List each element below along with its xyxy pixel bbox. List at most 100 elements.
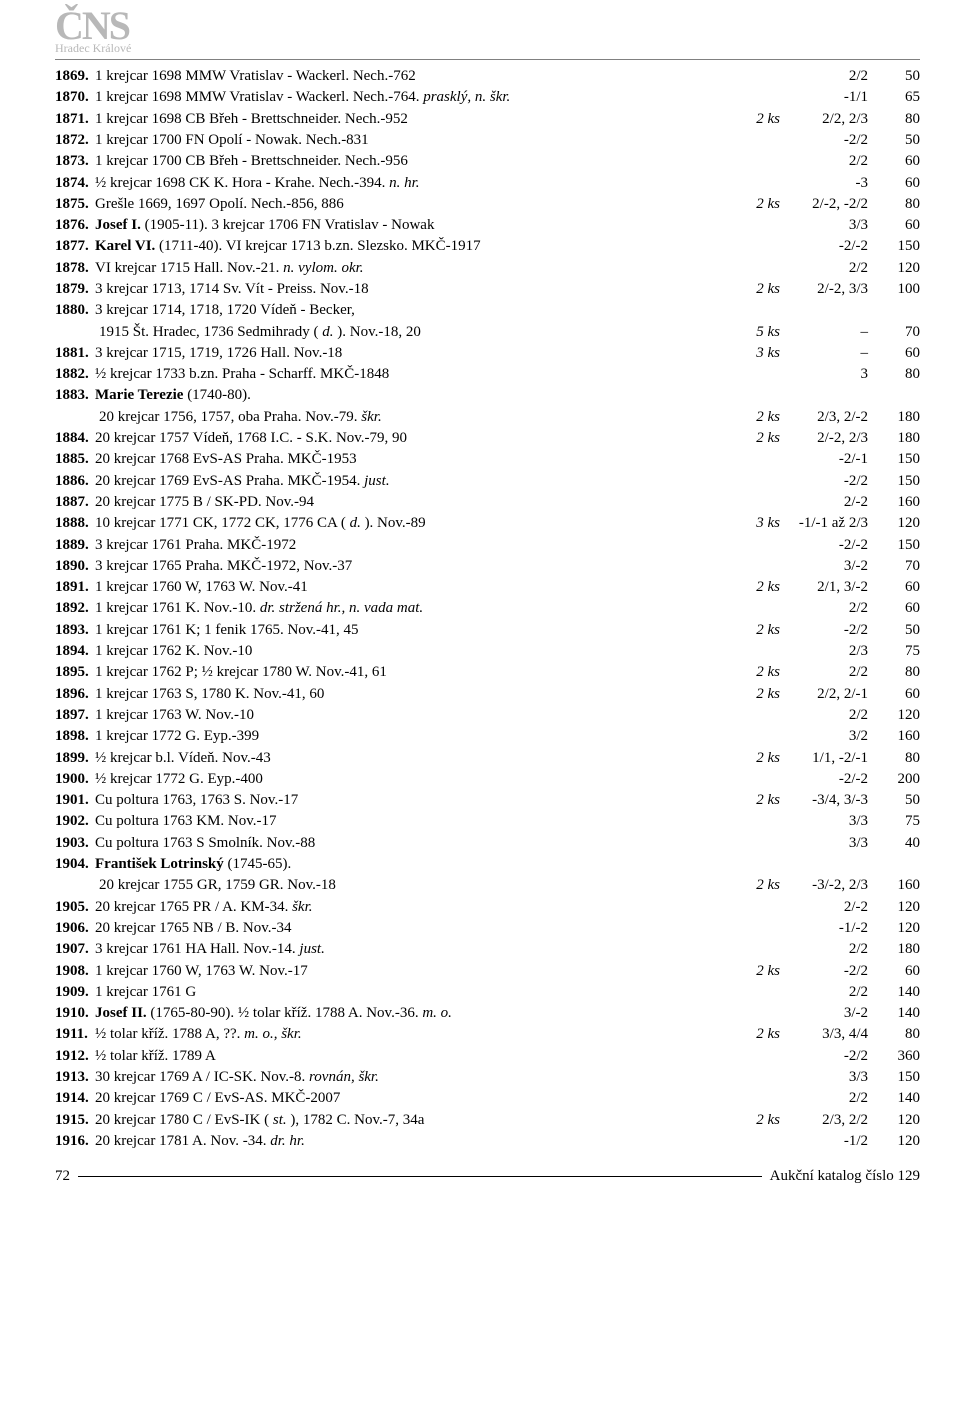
lot-price: 80 [872,662,920,683]
lot-price: 150 [872,449,920,470]
catalog-row: 1913. 30 krejcar 1769 A / IC-SK. Nov.-8.… [55,1067,920,1088]
lot-number: 1879. [55,279,95,300]
catalog-row: 1901. Cu poltura 1763, 1763 S. Nov.-172 … [55,790,920,811]
lot-description: 20 krejcar 1765 NB / B. Nov.-34 [95,918,292,939]
lot-description: ½ krejcar b.l. Vídeň. Nov.-43 [95,748,271,769]
lot-price: 60 [872,215,920,236]
lot-description: 1 krejcar 1698 MMW Vratislav - Wackerl. … [95,66,416,87]
catalog-row: 1915. 20 krejcar 1780 C / EvS-IK ( st. )… [55,1110,920,1131]
lot-grade: 2/-2 [784,492,872,513]
catalog-row: 1910. Josef II. (1765-80-90). ½ tolar kř… [55,1003,920,1024]
lot-price: 180 [872,428,920,449]
lot-description: Josef I. (1905-11). 3 krejcar 1706 FN Vr… [95,215,434,236]
lot-grade: -2/-2 [784,769,872,790]
lot-number: 1914. [55,1088,95,1109]
catalog-row: 1869. 1 krejcar 1698 MMW Vratislav - Wac… [55,66,920,87]
catalog-row: 20 krejcar 1755 GR, 1759 GR. Nov.-18 2 ks… [55,875,920,896]
lot-number: 1885. [55,449,95,470]
lot-grade: 2/2 [784,598,872,619]
lot-grade: 2/2 [784,705,872,726]
lot-number: 1897. [55,705,95,726]
lot-description: 20 krejcar 1755 GR, 1759 GR. Nov.-18 [99,875,336,896]
lot-grade: -2/-2 [784,535,872,556]
lot-price: 120 [872,513,920,534]
lot-grade: 3 [784,364,872,385]
lot-number: 1910. [55,1003,95,1024]
catalog-row: 1912. ½ tolar kříž. 1789 A-2/2360 [55,1046,920,1067]
lot-description: Cu poltura 1763 KM. Nov.-17 [95,811,277,832]
lot-grade: 2/1, 3/-2 [784,577,872,598]
lot-description: 20 krejcar 1756, 1757, oba Praha. Nov.-7… [99,407,382,428]
lot-number: 1888. [55,513,95,534]
lot-grade: 3/2 [784,726,872,747]
catalog-row: 1889. 3 krejcar 1761 Praha. MKČ-1972-2/-… [55,535,920,556]
lot-number: 1906. [55,918,95,939]
lot-number: 1884. [55,428,95,449]
lot-grade: 2/2, 2/-1 [784,684,872,705]
lot-note: just. [364,473,389,489]
lot-grade: 1/1, -2/-1 [784,748,872,769]
lot-number: 1894. [55,641,95,662]
lot-number: 1903. [55,833,95,854]
catalog-row: 1915 Št. Hradec, 1736 Sedmihrady ( d. ).… [55,322,920,343]
lot-pieces: 2 ks [732,875,784,896]
lot-description: 1915 Št. Hradec, 1736 Sedmihrady ( d. ).… [99,322,421,343]
lot-number: 1911. [55,1024,95,1045]
lot-price: 160 [872,875,920,896]
lot-description: ½ krejcar 1733 b.zn. Praha - Scharff. MK… [95,364,389,385]
catalog-row: 1904. František Lotrinský (1745-65). [55,854,920,875]
lot-number: 1892. [55,598,95,619]
catalog-row: 1899. ½ krejcar b.l. Vídeň. Nov.-432 ks1… [55,748,920,769]
lot-number: 1891. [55,577,95,598]
lot-description: 1 krejcar 1772 G. Eyp.-399 [95,726,259,747]
lot-grade: 2/-2, 2/3 [784,428,872,449]
lot-number: 1869. [55,66,95,87]
catalog-row: 1881. 3 krejcar 1715, 1719, 1726 Hall. N… [55,343,920,364]
lot-price: 65 [872,87,920,108]
lot-description: 1 krejcar 1698 MMW Vratislav - Wackerl. … [95,87,510,108]
lot-number: 1912. [55,1046,95,1067]
lot-description: 1 krejcar 1761 K; 1 fenik 1765. Nov.-41,… [95,620,359,641]
catalog-row: 1872. 1 krejcar 1700 FN Opolí - Nowak. N… [55,130,920,151]
lot-number: 1876. [55,215,95,236]
catalog-row: 1890. 3 krejcar 1765 Praha. MKČ-1972, No… [55,556,920,577]
lot-price: 40 [872,833,920,854]
ruler-name: Karel VI. [95,238,159,254]
lot-note: m. o., škr. [244,1026,302,1042]
lot-description: 1 krejcar 1761 K. Nov.-10. dr. stržená h… [95,598,423,619]
lot-grade: 2/2 [784,258,872,279]
lot-description: ½ tolar kříž. 1788 A, ??. m. o., škr. [95,1024,302,1045]
lot-price: 80 [872,364,920,385]
lot-description: 20 krejcar 1757 Vídeň, 1768 I.C. - S.K. … [95,428,407,449]
lot-note: rovnán, škr. [309,1069,379,1085]
lot-grade: 3/-2 [784,556,872,577]
lot-description: 20 krejcar 1765 PR / A. KM-34. škr. [95,897,313,918]
catalog-row: 1880. 3 krejcar 1714, 1718, 1720 Vídeň -… [55,300,920,321]
lot-grade: 3/-2 [784,1003,872,1024]
lot-note: m. o. [422,1005,452,1021]
lot-grade: 3/3 [784,215,872,236]
ruler-name: Marie Terezie [95,387,187,403]
lot-grade: -1/-1 až 2/3 [784,513,872,534]
lot-description: 20 krejcar 1781 A. Nov. -34. dr. hr. [95,1131,305,1152]
lot-number: 1908. [55,961,95,982]
lot-grade: – [784,343,872,364]
lot-number: 1883. [55,385,95,406]
lot-grade: -3/-2, 2/3 [784,875,872,896]
lot-grade: -2/2 [784,130,872,151]
lot-number: 1870. [55,87,95,108]
lot-note: just. [299,941,324,957]
lot-number: 1887. [55,492,95,513]
page-footer: 72 Aukční katalog číslo 129 [55,1166,920,1187]
lot-description: 10 krejcar 1771 CK, 1772 CK, 1776 CA ( d… [95,513,426,534]
lot-grade: -2/-1 [784,449,872,470]
lot-note: dr. hr. [270,1133,305,1149]
lot-description: 30 krejcar 1769 A / IC-SK. Nov.-8. rovná… [95,1067,379,1088]
lot-pieces: 2 ks [732,428,784,449]
catalog-row: 1884. 20 krejcar 1757 Vídeň, 1768 I.C. -… [55,428,920,449]
lot-grade: -2/2 [784,620,872,641]
lot-description: 3 krejcar 1714, 1718, 1720 Vídeň - Becke… [95,300,355,321]
lot-note: d. [322,324,337,340]
lot-price: 120 [872,897,920,918]
catalog-row: 1888. 10 krejcar 1771 CK, 1772 CK, 1776 … [55,513,920,534]
